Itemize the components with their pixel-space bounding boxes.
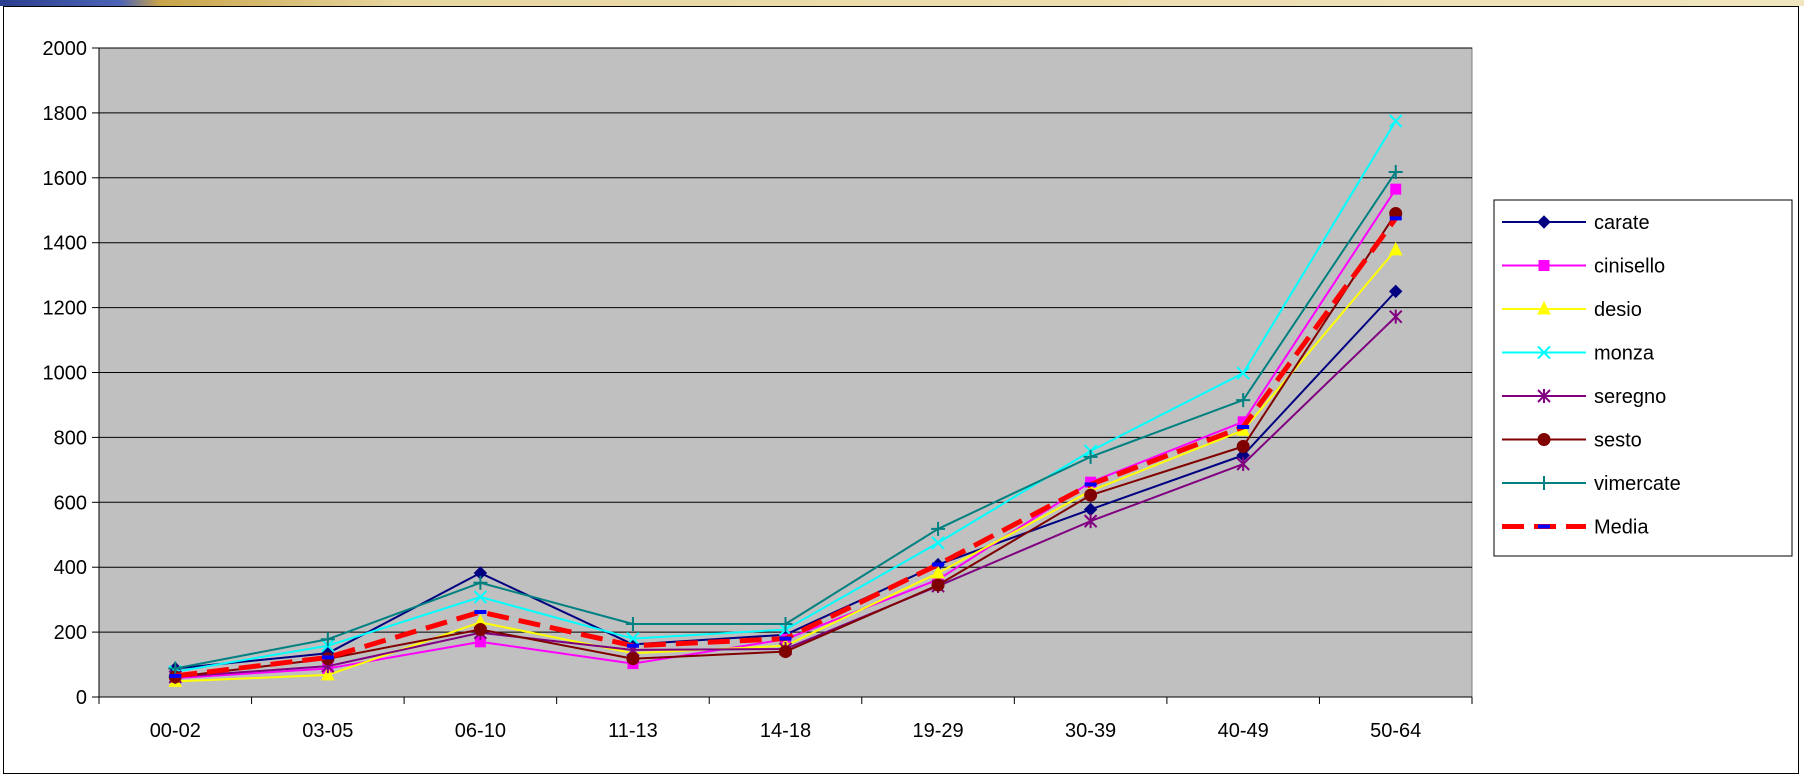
y-tick-label: 200 bbox=[54, 622, 87, 644]
chart-frame: 0 200 400 600 800 1000 1200 1400 1600 1800 2000 00-… bbox=[3, 6, 1799, 774]
legend-box bbox=[1493, 199, 1793, 557]
data-point-vimercate bbox=[168, 661, 183, 676]
y-tick-label: 2000 bbox=[43, 38, 88, 60]
legend-marker-monza bbox=[1537, 345, 1551, 360]
legend-label-sesto: sesto bbox=[1594, 430, 1642, 452]
legend-label-monza: monza bbox=[1594, 343, 1655, 365]
series-vimercate bbox=[168, 164, 1403, 676]
legend-entry-monza: monza bbox=[1502, 343, 1655, 365]
data-point-media bbox=[321, 655, 334, 660]
line-chart: 0 200 400 600 800 1000 1200 1400 1600 1800 2000 00-… bbox=[43, 38, 1793, 742]
legend-marker-media bbox=[1538, 524, 1550, 529]
legend-label-cinisello: cinisello bbox=[1594, 256, 1665, 278]
data-point-vimercate bbox=[1083, 449, 1098, 464]
window-top-strip bbox=[0, 0, 1804, 6]
series-group bbox=[168, 114, 1403, 687]
data-point-media bbox=[169, 673, 182, 678]
legend-entry-carate: carate bbox=[1502, 212, 1650, 234]
data-point-desio bbox=[321, 666, 335, 681]
legend-marker-vimercate bbox=[1537, 476, 1551, 490]
data-point-cinisello bbox=[1390, 183, 1402, 195]
y-tick-label: 1000 bbox=[43, 363, 88, 385]
legend-label-vimercate: vimercate bbox=[1594, 473, 1681, 495]
legend: carate cinisello desio monza seregno sesto vim… bbox=[1493, 199, 1793, 557]
data-point-vimercate bbox=[473, 575, 488, 590]
data-point-media bbox=[1084, 482, 1097, 487]
data-point-media bbox=[474, 609, 487, 614]
data-point-sesto bbox=[1084, 488, 1098, 502]
legend-marker-seregno bbox=[1537, 389, 1551, 403]
x-tick-label: 50-64 bbox=[1370, 720, 1421, 742]
legend-label-carate: carate bbox=[1594, 212, 1650, 234]
y-tick-label: 800 bbox=[54, 427, 87, 449]
data-point-sesto bbox=[1236, 439, 1250, 453]
data-point-carate bbox=[1389, 284, 1403, 299]
y-tick-label: 0 bbox=[76, 687, 87, 709]
data-point-media bbox=[1237, 425, 1250, 430]
y-tick-label: 1600 bbox=[43, 168, 88, 190]
data-point-monza bbox=[1389, 114, 1403, 128]
x-tick-label: 40-49 bbox=[1218, 720, 1269, 742]
data-point-media bbox=[932, 562, 945, 567]
x-tick-label: 06-10 bbox=[455, 720, 506, 742]
legend-entry-seregno: seregno bbox=[1502, 386, 1666, 408]
data-point-media bbox=[626, 643, 639, 648]
x-tick-label: 00-02 bbox=[150, 720, 201, 742]
y-tick-label: 1800 bbox=[43, 103, 88, 125]
legend-marker-cinisello bbox=[1538, 260, 1550, 271]
data-point-sesto bbox=[779, 645, 792, 659]
legend-entry-cinisello: cinisello bbox=[1502, 256, 1665, 278]
y-tick-label: 600 bbox=[54, 492, 87, 514]
x-tick-label: 03-05 bbox=[302, 720, 353, 742]
x-tick-label: 14-18 bbox=[760, 720, 811, 742]
data-point-media bbox=[1389, 216, 1402, 221]
legend-marker-sesto bbox=[1537, 433, 1551, 446]
legend-entry-sesto: sesto bbox=[1502, 430, 1642, 452]
data-point-sesto bbox=[473, 623, 487, 637]
data-point-media bbox=[779, 636, 792, 641]
legend-entry-desio: desio bbox=[1502, 299, 1642, 321]
data-point-vimercate bbox=[320, 632, 335, 647]
data-point-desio bbox=[1388, 241, 1403, 256]
y-tick-label: 400 bbox=[54, 557, 87, 579]
legend-entry-vimercate: vimercate bbox=[1502, 473, 1681, 495]
y-tick-label: 1400 bbox=[43, 233, 88, 255]
data-point-seregno bbox=[1389, 309, 1403, 324]
data-point-seregno bbox=[1236, 457, 1250, 472]
data-point-monza bbox=[1236, 366, 1250, 380]
data-point-vimercate bbox=[931, 521, 946, 536]
x-tick-label: 30-39 bbox=[1065, 720, 1116, 742]
data-point-vimercate bbox=[778, 616, 793, 631]
axes: 0 200 400 600 800 1000 1200 1400 1600 1800 2000 00-… bbox=[43, 38, 1473, 742]
legend-marker-carate bbox=[1537, 215, 1551, 229]
x-tick-label: 19-29 bbox=[912, 720, 963, 742]
x-tick-label: 11-13 bbox=[608, 720, 658, 742]
data-point-sesto bbox=[931, 578, 945, 592]
data-point-monza bbox=[931, 536, 945, 550]
series-media bbox=[169, 216, 1402, 679]
data-point-sesto bbox=[626, 652, 640, 666]
y-tick-label: 1200 bbox=[43, 298, 88, 320]
legend-label-media: Media bbox=[1594, 517, 1649, 539]
legend-entry-media: Media bbox=[1502, 517, 1649, 539]
data-point-monza bbox=[473, 590, 488, 604]
legend-label-seregno: seregno bbox=[1594, 386, 1666, 408]
legend-marker-desio bbox=[1537, 300, 1551, 315]
legend-label-desio: desio bbox=[1594, 299, 1642, 321]
data-point-vimercate bbox=[1388, 164, 1403, 179]
data-point-vimercate bbox=[1236, 393, 1251, 408]
data-point-seregno bbox=[1083, 514, 1098, 529]
data-point-desio bbox=[931, 564, 945, 579]
data-point-vimercate bbox=[625, 616, 640, 631]
